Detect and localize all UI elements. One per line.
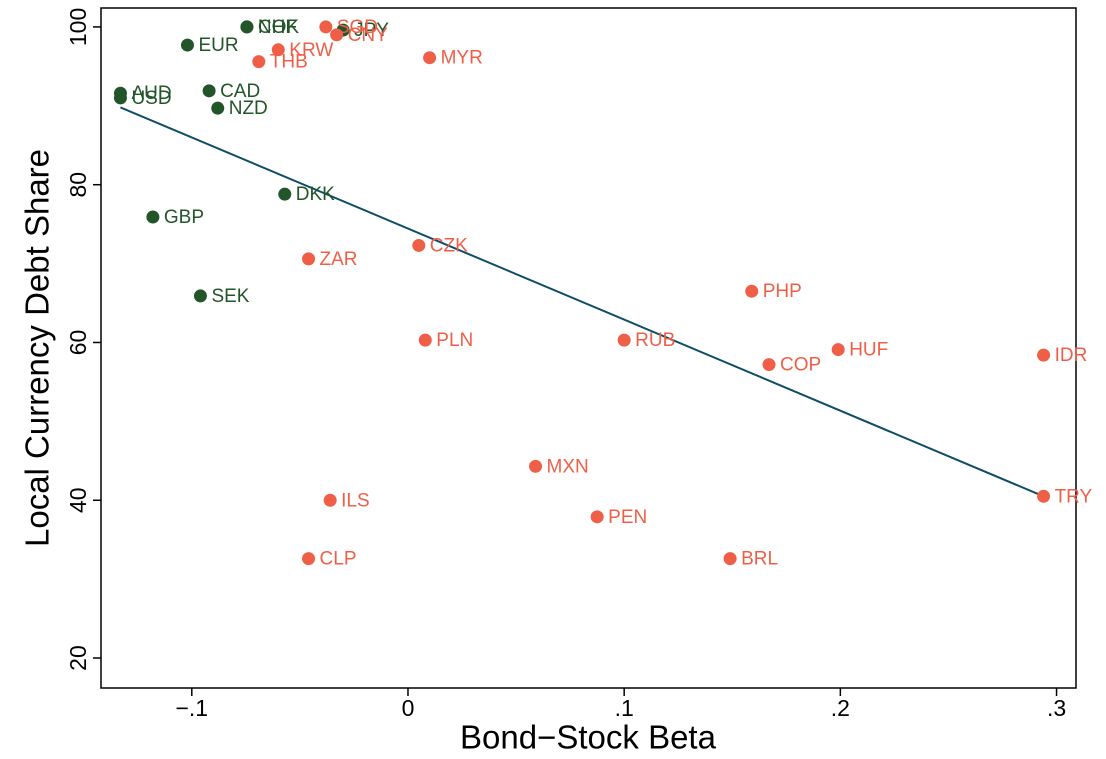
point-label: CNY (348, 25, 388, 46)
point (617, 333, 631, 347)
point-label: IDR (1055, 345, 1088, 366)
point-label: EUR (198, 35, 238, 56)
x-tick-label: .2 (831, 695, 850, 721)
point (319, 20, 333, 34)
point-label: USD (131, 88, 171, 109)
point-label: COP (780, 355, 821, 376)
point (323, 493, 337, 507)
x-axis-title: Bond−Stock Beta (460, 719, 717, 756)
point (113, 91, 127, 105)
point-label: ZAR (320, 249, 358, 270)
point-label: HUF (849, 340, 888, 361)
point (412, 238, 426, 252)
plot-frame (100, 7, 1077, 689)
point-label: KRW (289, 40, 333, 61)
fit-line (120, 106, 1044, 498)
point-label: PHP (763, 281, 802, 302)
x-tick-label: −.1 (175, 695, 208, 721)
y-tick-label: 60 (65, 330, 91, 356)
point-label: MXN (547, 456, 589, 477)
point (529, 459, 543, 473)
point (271, 43, 285, 57)
point (302, 252, 316, 266)
point-label: NOK (258, 17, 300, 38)
point (1037, 348, 1051, 362)
point-label: BRL (741, 549, 778, 570)
point-label: CAD (220, 81, 260, 102)
x-tick-label: .1 (615, 695, 634, 721)
point (252, 55, 266, 69)
y-axis-title: Local Currency Debt Share (19, 149, 56, 547)
point-label: PEN (608, 507, 647, 528)
point-label: ILS (341, 490, 370, 511)
point (278, 187, 292, 201)
point (1037, 489, 1051, 503)
point-label: CHF (258, 17, 297, 38)
point-label: CLP (320, 549, 357, 570)
point-label: SGD (337, 17, 378, 38)
point (302, 552, 316, 566)
point (211, 101, 225, 115)
point (723, 552, 737, 566)
point (193, 289, 207, 303)
point (762, 358, 776, 372)
y-tick-label: 80 (65, 172, 91, 198)
point (146, 210, 160, 224)
y-tick-label: 40 (65, 487, 91, 513)
point-label: PLN (436, 330, 473, 351)
point-label: CZK (430, 235, 468, 256)
point-label: NZD (229, 98, 268, 119)
point (745, 284, 759, 298)
x-tick-label: 0 (402, 695, 415, 721)
point (418, 333, 432, 347)
point (330, 28, 344, 42)
y-tick-label: 20 (65, 645, 91, 671)
point-label: SEK (211, 286, 249, 307)
point (240, 20, 254, 34)
point (831, 343, 845, 357)
point (180, 38, 194, 52)
point-label: MYR (441, 48, 483, 69)
x-tick-label: .3 (1047, 695, 1066, 721)
point-label: TRY (1055, 486, 1093, 507)
y-tick-label: 100 (65, 8, 91, 46)
point-label: RUB (635, 330, 675, 351)
point-label: GBP (164, 207, 204, 228)
point-label: DKK (296, 184, 335, 205)
point-label: AUD (131, 83, 171, 104)
point (590, 510, 604, 524)
point-label: THB (270, 52, 308, 73)
point (202, 84, 216, 98)
point (423, 51, 437, 65)
point-label: JPY (354, 20, 389, 41)
